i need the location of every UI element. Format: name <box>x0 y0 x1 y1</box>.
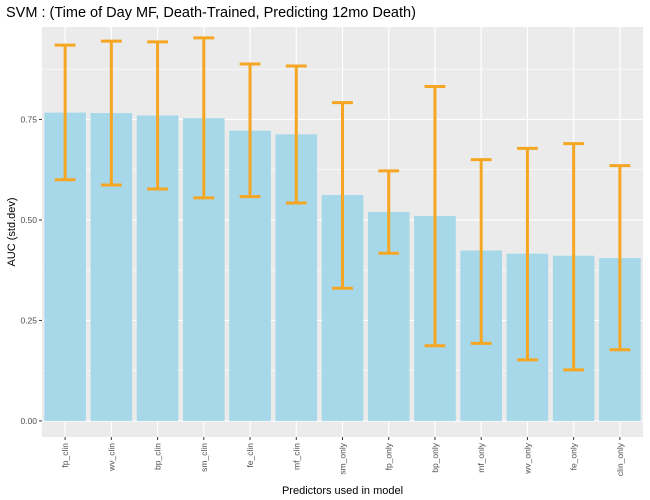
error-bar-wv_only <box>517 146 538 362</box>
y-axis: 0.00 0.25 0.50 0.75 <box>20 114 42 426</box>
error-bar-fp_clin <box>54 43 76 182</box>
error-bar-bp_only <box>424 84 446 348</box>
x-axis: fp_clin wv_clin bp_clin sm_clin fe_clin mf_cl… <box>60 437 625 476</box>
x-tick-label-fp_only: fp_only <box>384 442 394 470</box>
y-tick-label: 0.00 <box>20 416 37 426</box>
x-tick-label-bp_clin: bp_clin <box>153 443 163 470</box>
y-tick-label: 0.25 <box>20 315 37 325</box>
error-bar-fe_only <box>563 142 585 372</box>
error-bar-fe_clin <box>239 62 261 199</box>
x-tick-label-bp_only: bp_only <box>430 442 440 473</box>
chart-title: SVM : (Time of Day MF, Death-Trained, Pr… <box>6 5 416 21</box>
y-axis-title: AUC (std.dev) <box>6 197 18 266</box>
x-tick-label-fp_clin: fp_clin <box>60 443 70 468</box>
x-tick-label-wv_only: wv_only <box>522 442 532 474</box>
bars <box>44 112 641 421</box>
error-bar-sm_only <box>332 101 353 290</box>
y-tick-label: 0.75 <box>20 114 37 124</box>
error-bar-clin_only <box>609 164 631 352</box>
x-tick-label-mf_clin: mf_clin <box>291 443 301 470</box>
x-axis-title: Predictors used in model <box>282 485 403 497</box>
error-bar-sm_clin <box>193 36 215 200</box>
error-bar-mf_only <box>470 158 492 345</box>
x-tick-label-sm_clin: sm_clin <box>199 443 209 472</box>
x-tick-label-wv_clin: wv_clin <box>106 443 116 472</box>
error-bar-fp_only <box>378 169 400 255</box>
error-bar-bp_clin <box>147 40 168 191</box>
x-tick-label-fe_only: fe_only <box>569 442 579 470</box>
error-bars <box>54 36 631 372</box>
y-tick-label: 0.50 <box>20 215 37 225</box>
x-tick-label-sm_only: sm_only <box>338 442 348 474</box>
x-tick-label-fe_clin: fe_clin <box>245 443 255 468</box>
x-tick-label-mf_only: mf_only <box>476 442 486 473</box>
error-bar-wv_clin <box>100 39 122 187</box>
error-bar-mf_clin <box>285 64 307 205</box>
x-tick-label-clin_only: clin_only <box>615 442 625 476</box>
